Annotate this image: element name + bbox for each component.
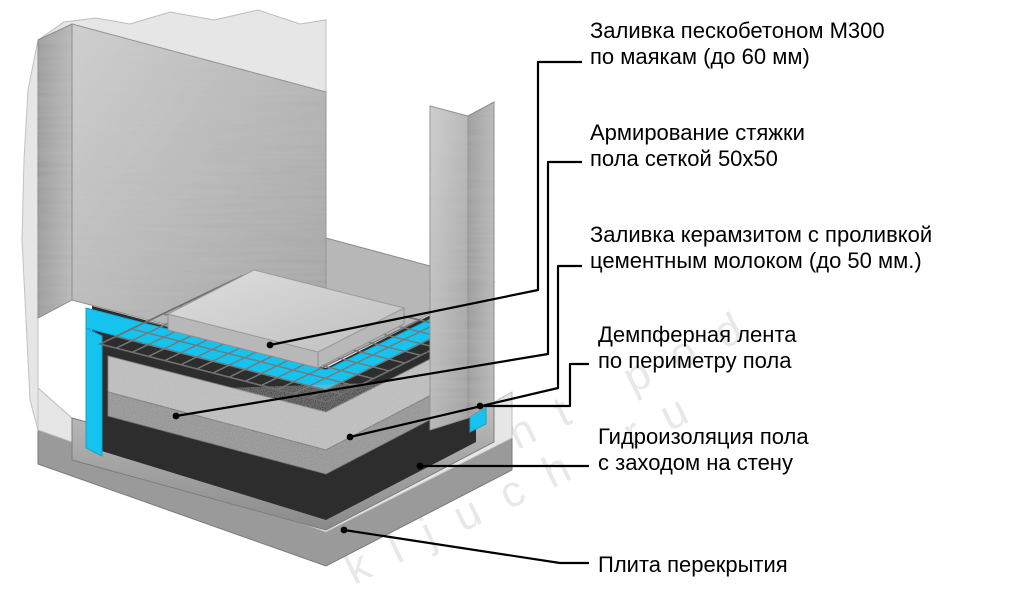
callout-line: по периметру пола	[598, 348, 796, 374]
callout-damper-tape: Демпферная лентапо периметру пола	[598, 322, 796, 374]
callout-line: Демпферная лента	[598, 322, 796, 348]
callout-line: Заливка керамзитом с проливкой	[590, 222, 932, 248]
floor-cutaway-illustration	[0, 0, 1031, 601]
callout-line: Армирование стяжки	[590, 120, 805, 146]
callout-floor-slab: Плита перекрытия	[598, 552, 788, 578]
callout-line: цементным молоком (до 50 мм.)	[590, 248, 932, 274]
callout-line: Плита перекрытия	[598, 552, 788, 578]
callout-keramzit: Заливка керамзитом с проливкойцементным …	[590, 222, 932, 274]
callout-line: с заходом на стену	[598, 450, 809, 476]
callout-screed-m300: Заливка пескобетоном М300по маякам (до 6…	[590, 18, 885, 70]
callout-mesh-50x50: Армирование стяжкипола сеткой 50х50	[590, 120, 805, 172]
diagram-stage: { "canvas": { "width": 1031, "height": 6…	[0, 0, 1031, 601]
callout-line: по маякам (до 60 мм)	[590, 44, 885, 70]
callout-waterproofing: Гидроизоляция полас заходом на стену	[598, 424, 809, 476]
callout-line: Заливка пескобетоном М300	[590, 18, 885, 44]
callout-line: пола сеткой 50х50	[590, 146, 805, 172]
callout-line: Гидроизоляция пола	[598, 424, 809, 450]
